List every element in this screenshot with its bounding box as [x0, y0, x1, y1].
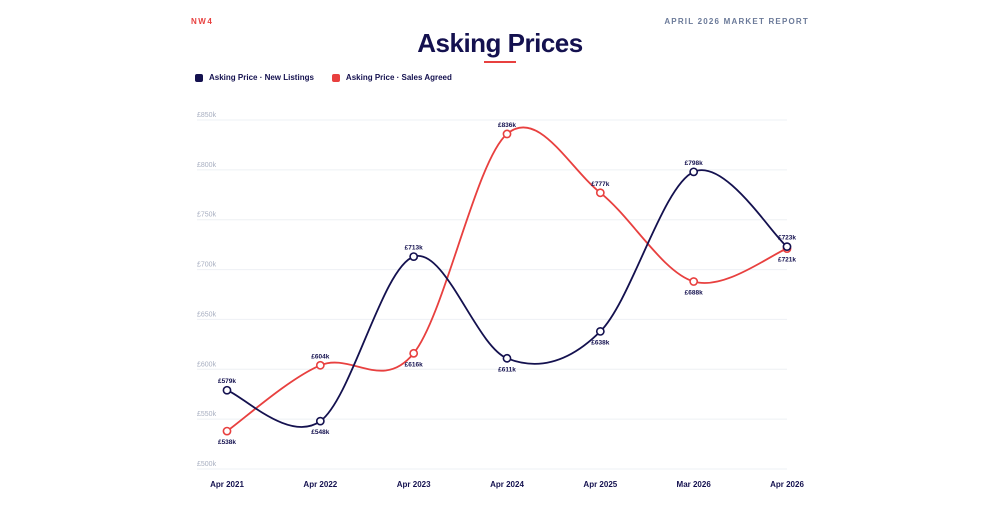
data-point-sales-agreed [222, 426, 232, 436]
data-label-new-listings: £579k [218, 378, 236, 385]
y-tick-label: £700k [197, 262, 217, 269]
x-tick-label: Apr 2021 [210, 480, 244, 489]
data-label-new-listings: £798k [685, 160, 703, 167]
y-tick-label: £750k [197, 212, 217, 219]
data-point-new-listings [595, 326, 605, 336]
legend-item-new-listings[interactable]: Asking Price · New Listings [195, 73, 314, 82]
report-label: APRIL 2026 MARKET REPORT [664, 17, 809, 26]
x-tick-label: Apr 2023 [397, 480, 431, 489]
data-label-sales-agreed: £604k [311, 353, 329, 360]
data-point-sales-agreed [689, 277, 699, 286]
x-tick-label: Apr 2025 [583, 480, 617, 489]
legend-swatch-new-listings [195, 73, 203, 82]
y-tick-label: £500k [197, 461, 217, 468]
title-underline [484, 61, 516, 63]
y-tick-label: £600k [197, 361, 217, 368]
series-line-sales-agreed [226, 126, 788, 432]
x-tick-label: Apr 2024 [490, 480, 524, 489]
y-tick-label: £550k [197, 411, 217, 418]
chart-legend: Asking Price · New Listings Asking Price… [195, 73, 452, 82]
data-label-sales-agreed: £777k [591, 181, 609, 188]
data-label-new-listings: £611k [498, 366, 516, 373]
brand-label: NW4 [191, 17, 214, 26]
x-tick-label: Mar 2026 [677, 480, 712, 489]
data-point-sales-agreed [502, 129, 512, 139]
data-point-sales-agreed [409, 348, 419, 358]
legend-item-sales-agreed[interactable]: Asking Price · Sales Agreed [331, 73, 452, 82]
data-point-sales-agreed [595, 188, 605, 198]
data-point-sales-agreed [315, 360, 325, 370]
data-label-sales-agreed: £688k [685, 290, 703, 297]
data-label-sales-agreed: £616k [405, 361, 423, 368]
page-title: Asking Prices [417, 28, 583, 58]
data-label-sales-agreed: £538k [218, 439, 236, 446]
series-line-new-listings [226, 169, 788, 428]
data-label-new-listings: £638k [591, 339, 609, 346]
y-tick-label: £650k [197, 311, 217, 318]
data-point-new-listings [409, 252, 419, 262]
data-point-new-listings [502, 353, 512, 363]
legend-label-sales-agreed: Asking Price · Sales Agreed [345, 73, 452, 82]
data-label-new-listings: £548k [311, 429, 329, 436]
x-tick-label: Apr 2026 [770, 480, 804, 489]
y-tick-label: £850k [197, 112, 217, 119]
data-point-new-listings [222, 385, 232, 395]
data-label-new-listings: £723k [778, 235, 796, 242]
data-label-new-listings: £713k [405, 245, 423, 252]
data-point-new-listings [689, 167, 699, 177]
data-label-sales-agreed: £836k [498, 122, 516, 129]
legend-swatch-sales-agreed [331, 73, 340, 82]
x-tick-label: Apr 2022 [303, 480, 337, 489]
data-point-new-listings [782, 242, 792, 252]
legend-label-new-listings: Asking Price · New Listings [209, 73, 314, 82]
data-label-sales-agreed: £721k [778, 257, 796, 264]
y-tick-label: £800k [197, 162, 217, 169]
data-point-new-listings [315, 416, 325, 426]
